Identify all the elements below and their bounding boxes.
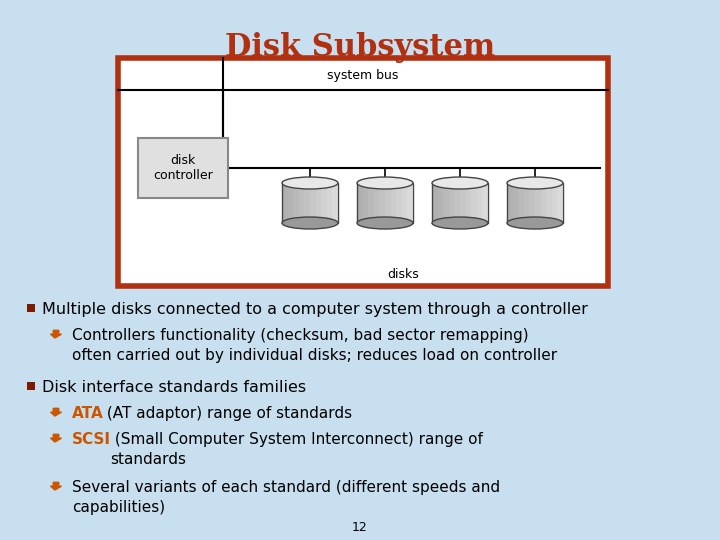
Text: disks: disks — [387, 267, 419, 280]
Text: SCSI: SCSI — [72, 432, 111, 447]
Bar — [321, 183, 327, 223]
Bar — [460, 183, 466, 223]
Text: Disk Subsystem: Disk Subsystem — [225, 32, 495, 63]
Bar — [449, 183, 454, 223]
Bar — [27, 304, 35, 312]
Bar — [315, 183, 321, 223]
Bar — [299, 183, 305, 223]
Text: Controllers functionality (checksum, bad sector remapping)
often carried out by : Controllers functionality (checksum, bad… — [72, 328, 557, 363]
Bar — [513, 183, 518, 223]
Polygon shape — [50, 434, 61, 442]
Bar — [507, 183, 563, 223]
Ellipse shape — [357, 177, 413, 189]
Bar — [327, 183, 333, 223]
Text: disk
controller: disk controller — [153, 154, 213, 182]
Bar — [282, 183, 287, 223]
Bar — [444, 183, 449, 223]
Bar — [546, 183, 552, 223]
Text: system bus: system bus — [328, 70, 399, 83]
Bar — [471, 183, 477, 223]
Polygon shape — [50, 330, 61, 338]
Polygon shape — [50, 482, 61, 490]
Bar — [454, 183, 460, 223]
Text: 12: 12 — [352, 521, 368, 534]
Bar — [138, 138, 228, 198]
Bar — [518, 183, 524, 223]
Bar — [408, 183, 413, 223]
Ellipse shape — [357, 217, 413, 229]
Text: (Small Computer System Interconnect) range of
standards: (Small Computer System Interconnect) ran… — [110, 432, 483, 467]
Bar — [385, 183, 391, 223]
Bar — [310, 183, 315, 223]
Bar — [379, 183, 385, 223]
Bar — [535, 183, 541, 223]
Ellipse shape — [282, 217, 338, 229]
Bar — [396, 183, 402, 223]
Bar — [482, 183, 488, 223]
Text: (AT adaptor) range of standards: (AT adaptor) range of standards — [102, 406, 352, 421]
Bar — [357, 183, 413, 223]
Bar — [357, 183, 363, 223]
Bar — [477, 183, 482, 223]
Bar — [523, 183, 529, 223]
Bar — [27, 382, 35, 390]
Text: Multiple disks connected to a computer system through a controller: Multiple disks connected to a computer s… — [42, 302, 588, 317]
Ellipse shape — [432, 217, 488, 229]
Ellipse shape — [432, 177, 488, 189]
Ellipse shape — [507, 177, 563, 189]
Bar — [557, 183, 563, 223]
Polygon shape — [50, 408, 61, 416]
Bar — [432, 183, 438, 223]
Bar — [368, 183, 374, 223]
Bar — [363, 183, 368, 223]
Bar — [507, 183, 513, 223]
Bar — [541, 183, 546, 223]
Bar — [391, 183, 396, 223]
Text: Disk interface standards families: Disk interface standards families — [42, 380, 306, 395]
Bar — [438, 183, 444, 223]
Bar — [293, 183, 299, 223]
Bar — [529, 183, 535, 223]
Bar — [287, 183, 293, 223]
Bar — [118, 58, 608, 286]
Ellipse shape — [282, 177, 338, 189]
Bar — [552, 183, 557, 223]
Ellipse shape — [507, 217, 563, 229]
Bar — [402, 183, 408, 223]
Bar — [374, 183, 379, 223]
Text: ATA: ATA — [72, 406, 104, 421]
Bar — [466, 183, 471, 223]
Bar — [305, 183, 310, 223]
Text: Several variants of each standard (different speeds and
capabilities): Several variants of each standard (diffe… — [72, 480, 500, 515]
Bar — [282, 183, 338, 223]
Bar — [333, 183, 338, 223]
Bar — [432, 183, 488, 223]
